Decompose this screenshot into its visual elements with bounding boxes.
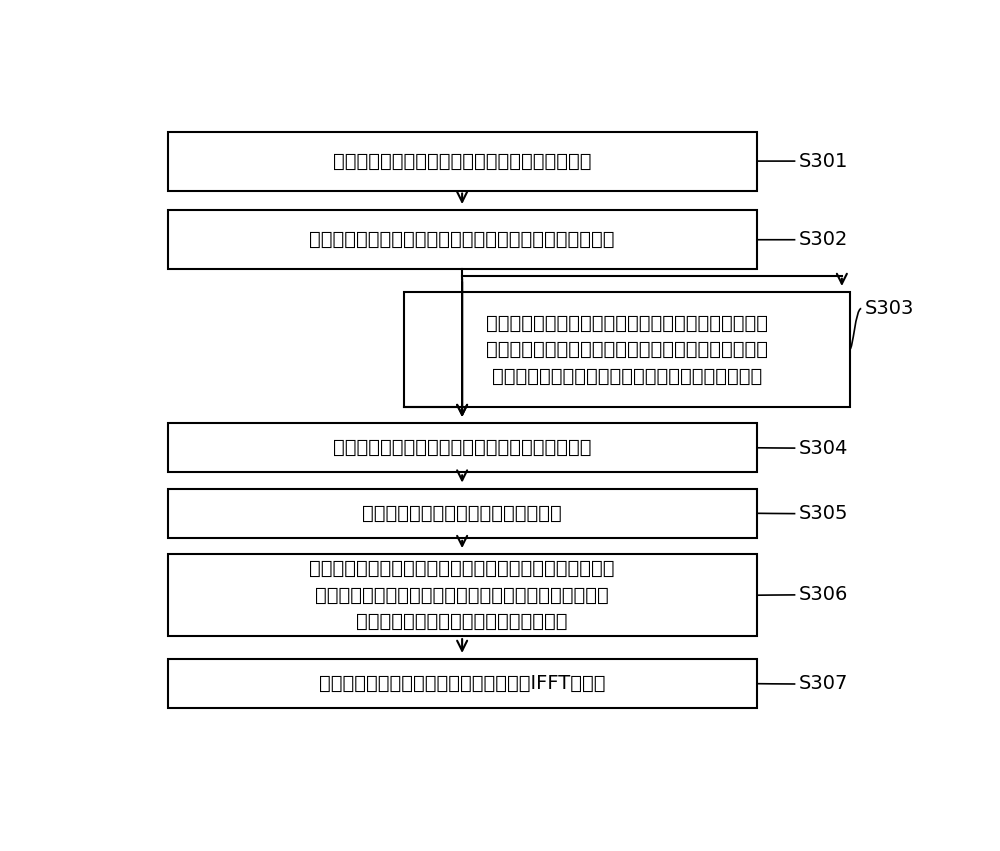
Text: S301: S301 [799, 151, 849, 170]
Text: 对待传输数据进行二进制卷积编码，获得第一数据: 对待传输数据进行二进制卷积编码，获得第一数据 [333, 151, 591, 170]
Text: S304: S304 [799, 438, 849, 458]
Text: S305: S305 [799, 504, 849, 523]
Text: 采用第二打孔模式对第一数据进行打孔，获得第二打孔
数据，其中，第一打孔模式与第二打孔模式打掉的比特
不同，第一打孔数据与第二打孔数据的传输码率相同: 采用第二打孔模式对第一数据进行打孔，获得第二打孔 数据，其中，第一打孔模式与第二… [486, 313, 768, 386]
Bar [168, 488, 757, 538]
Text: 对子载波集合中所有子载波上的数据进行IFFT后发出: 对子载波集合中所有子载波上的数据进行IFFT后发出 [319, 674, 605, 694]
Bar [168, 659, 757, 708]
Bar [168, 132, 757, 191]
Text: 采用第一打孔模式对第一数据进行打孔，获得第一打孔数据: 采用第一打孔模式对第一数据进行打孔，获得第一打孔数据 [309, 231, 615, 249]
Text: S306: S306 [799, 585, 849, 604]
Bar [168, 423, 757, 472]
Text: 将调制后的两路数据分别映射到子载波集合中不同的两部分
子载波上，其中，子载波集合中各子载波用于承载有用数
据，该两部分子载波中子载波的个数相同: 将调制后的两路数据分别映射到子载波集合中不同的两部分 子载波上，其中，子载波集合… [309, 559, 615, 631]
Bar [168, 554, 757, 637]
Text: S302: S302 [799, 231, 849, 249]
Text: S307: S307 [799, 675, 849, 694]
Text: S303: S303 [865, 299, 914, 318]
Text: 分别对第一打孔数据和第二打孔数据进行交织处理: 分别对第一打孔数据和第二打孔数据进行交织处理 [333, 438, 591, 457]
Bar [168, 210, 757, 269]
Bar [404, 292, 850, 407]
Text: 对交织处理后的两路数据分别进行调制: 对交织处理后的两路数据分别进行调制 [362, 504, 562, 523]
